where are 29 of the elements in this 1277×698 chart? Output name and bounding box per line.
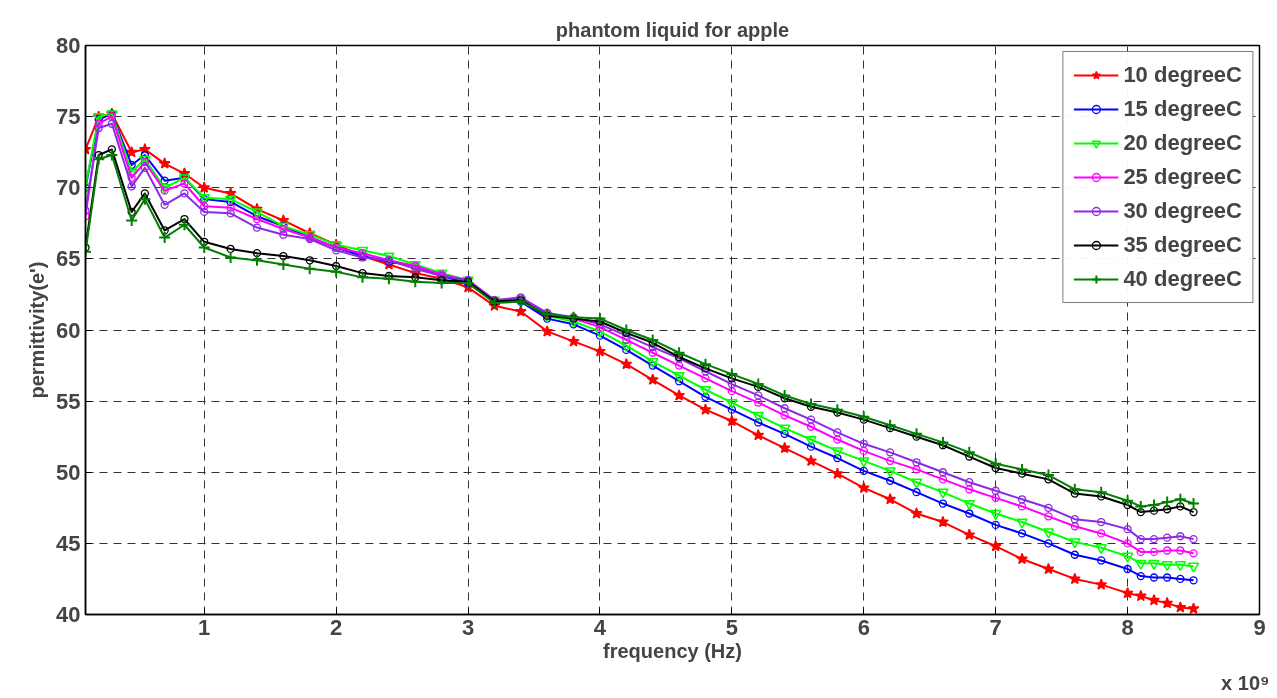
- legend-label: 20 degreeC: [1123, 130, 1242, 156]
- x-tick-label: 6: [857, 614, 870, 640]
- y-tick-label: 65: [56, 246, 81, 272]
- x-tick-label: 5: [725, 614, 738, 640]
- x-axis-title: frequency (Hz): [603, 639, 742, 662]
- legend-label: 40 degreeC: [1123, 266, 1242, 292]
- y-tick-label: 40: [56, 602, 81, 627]
- text: x 10⁹: [1221, 671, 1270, 694]
- x-tick-label: 2: [330, 614, 343, 640]
- y-tick-label: 50: [56, 459, 81, 485]
- y-tick-label: 55: [56, 388, 81, 414]
- legend-label: 10 degreeC: [1123, 62, 1242, 88]
- y-tick-label: 45: [56, 530, 81, 556]
- x-tick-label: 8: [1121, 614, 1134, 640]
- y-tick-label: 60: [56, 317, 81, 343]
- x-tick-label: 4: [593, 614, 607, 640]
- y-axis-title: permittivity(e'): [26, 261, 49, 399]
- y-tick-label: 70: [56, 175, 81, 201]
- x-tick-label: 9: [1253, 614, 1266, 640]
- chart-title: phantom liquid for apple: [555, 18, 790, 41]
- legend-label: 30 degreeC: [1123, 198, 1242, 224]
- x-tick-label: 7: [989, 614, 1002, 640]
- x-tick-label: 1: [198, 614, 211, 640]
- y-tick-label: 75: [56, 104, 81, 130]
- y-tick-label: 80: [56, 33, 81, 58]
- legend-label: 25 degreeC: [1123, 164, 1242, 190]
- x-tick-label: 3: [461, 614, 475, 640]
- legend-label: 15 degreeC: [1123, 96, 1242, 122]
- legend-label: 35 degreeC: [1123, 232, 1242, 258]
